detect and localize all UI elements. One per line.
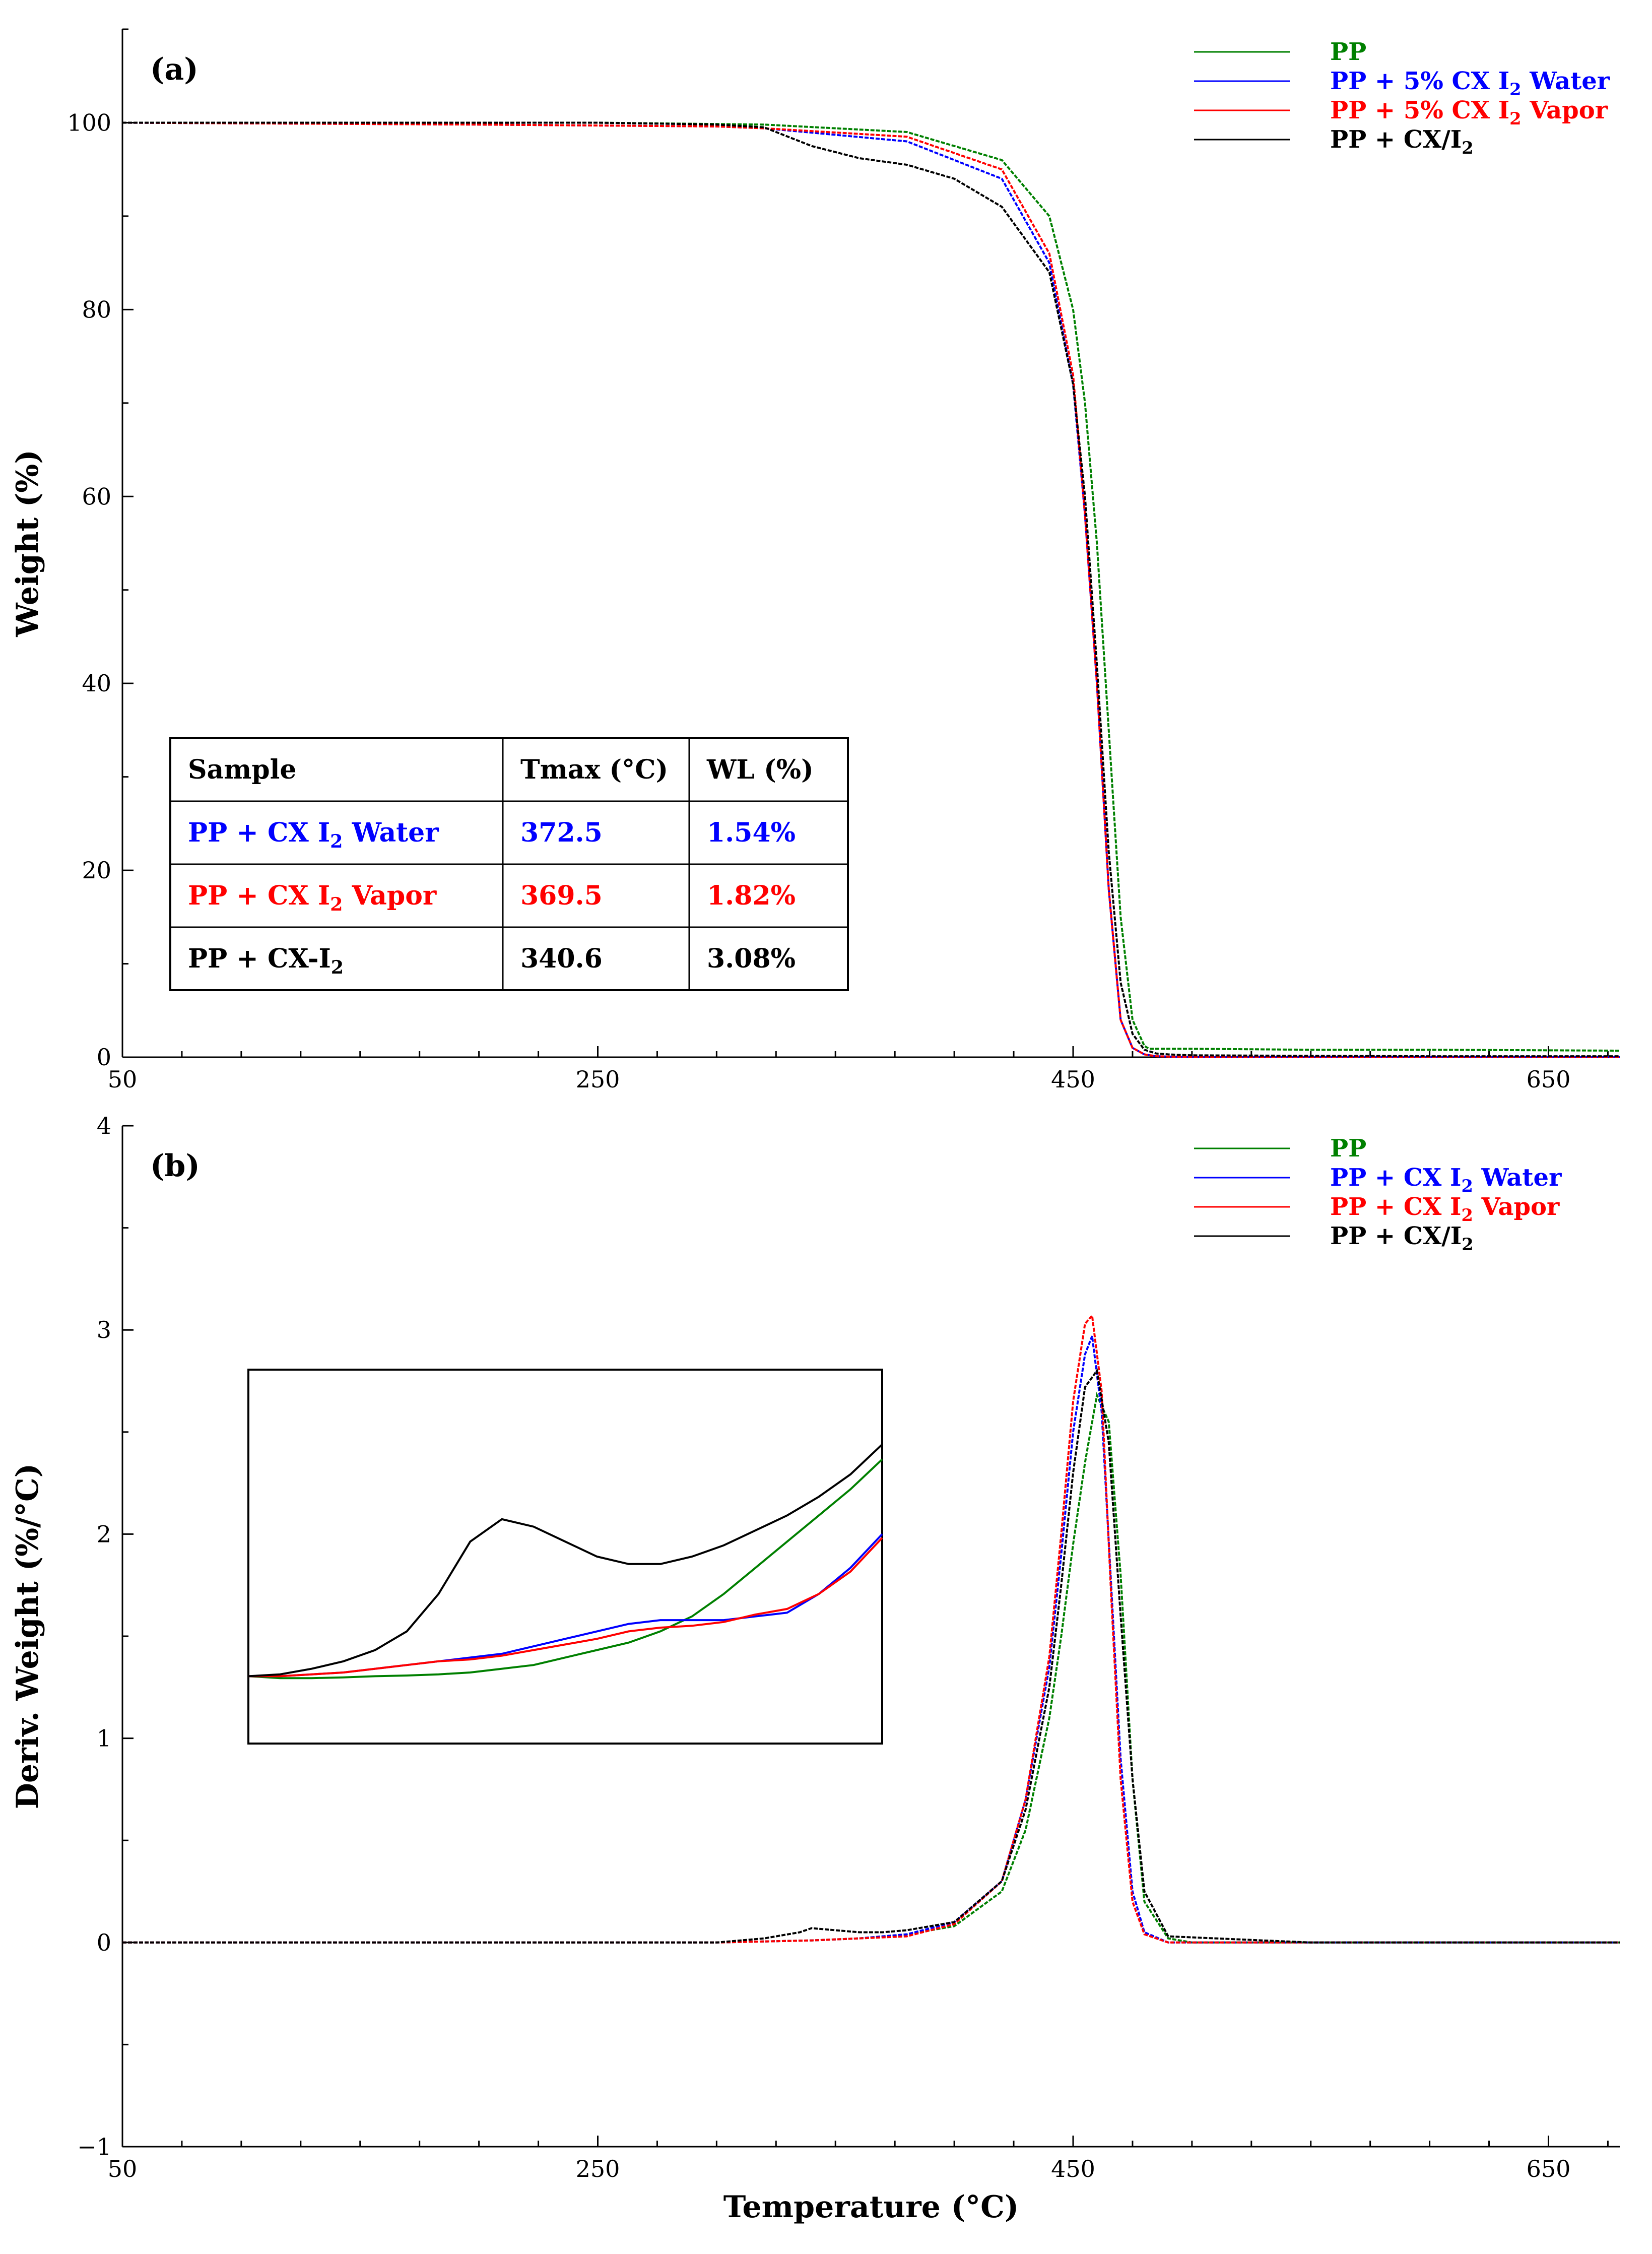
x-tick-label: 50: [108, 1066, 138, 1093]
series-line-pp-cx-i2-vapor: [122, 1313, 1620, 1944]
table-cell-sample: PP + CX I2 Vapor: [188, 880, 437, 915]
series-line-pp-5-cx-i2-vapor: [122, 121, 1620, 1058]
legend-entry: PP + 5% CX I2 Water: [1330, 67, 1610, 99]
legend-entry: PP + CX/I2: [1330, 1222, 1474, 1254]
y-tick-label: 60: [82, 483, 111, 510]
table-header: Sample: [188, 754, 296, 785]
table-header: WL (%): [706, 754, 814, 785]
series-line-pp-cx-i2-water: [122, 1335, 1620, 1944]
inset-series-line: [248, 1443, 883, 1678]
y-tick-label: −1: [77, 2133, 111, 2160]
inset-frame: [247, 1369, 883, 1745]
x-tick-label: 450: [1051, 1066, 1095, 1093]
inset-plot: [247, 1369, 883, 1745]
y-axis-title: Weight (%): [10, 449, 45, 637]
legend-entry: PP: [1330, 1134, 1366, 1163]
x-tick-label: 250: [576, 2155, 620, 2182]
panel-b: 50 250 450 650 −1 0 1 2 3 4 (b) Deriv. Weight (%/°C…: [10, 1112, 1620, 2225]
table-header: Tmax (°C): [520, 754, 668, 785]
y-tick-label: 1: [97, 1725, 111, 1752]
series-line-pp: [122, 121, 1620, 1052]
y-tick-label: 80: [82, 296, 111, 323]
legend-entry: PP + 5% CX I2 Vapor: [1330, 96, 1608, 128]
y-tick-label: 20: [82, 857, 111, 884]
table-cell-wl: 3.08%: [707, 943, 796, 974]
y-tick-label: 2: [97, 1520, 111, 1548]
table-cell-sample: PP + CX I2 Water: [188, 817, 439, 852]
legend-entry: PP + CX/I2: [1330, 125, 1474, 158]
y-tick-label: 4: [97, 1112, 111, 1139]
legend-entry: PP + CX I2 Vapor: [1330, 1193, 1560, 1225]
x-axis-title: Temperature (°C): [723, 2189, 1019, 2225]
y-axis-title: Deriv. Weight (%/°C): [10, 1463, 45, 1809]
x-tick-label: 450: [1051, 2155, 1095, 2182]
x-tick-label: 50: [108, 2155, 138, 2182]
table-cell-sample: PP + CX-I2: [188, 943, 344, 978]
x-tick-label: 650: [1527, 2155, 1571, 2182]
summary-table: Sample Tmax (°C) WL (%) PP + CX I2 Water 372…: [169, 737, 849, 991]
table-cell-tmax: 372.5: [520, 817, 603, 848]
inset-series-line: [248, 1537, 883, 1678]
series-line-pp: [122, 1392, 1620, 1944]
y-tick-label: 100: [67, 109, 111, 136]
table-cell-tmax: 369.5: [520, 880, 603, 911]
series-line-pp-cx-i2: [122, 121, 1620, 1058]
x-tick-label: 650: [1527, 1066, 1571, 1093]
x-tick-label: 250: [576, 1066, 620, 1093]
y-tick-label: 0: [97, 1044, 111, 1071]
panel-label: (a): [150, 52, 199, 87]
table-cell-wl: 1.82%: [707, 880, 796, 911]
table-cell-tmax: 340.6: [520, 943, 603, 974]
table-cell-wl: 1.54%: [707, 817, 796, 848]
y-tick-label: 0: [97, 1929, 111, 1956]
legend-entry: PP + CX I2 Water: [1330, 1164, 1562, 1196]
inset-series-line: [248, 1458, 883, 1680]
y-tick-label: 40: [82, 670, 111, 697]
y-tick-label: 3: [97, 1316, 111, 1343]
panel-label: (b): [150, 1148, 200, 1184]
legend-entry: PP: [1330, 38, 1366, 66]
series-line-pp-cx-i2: [122, 1368, 1620, 1944]
